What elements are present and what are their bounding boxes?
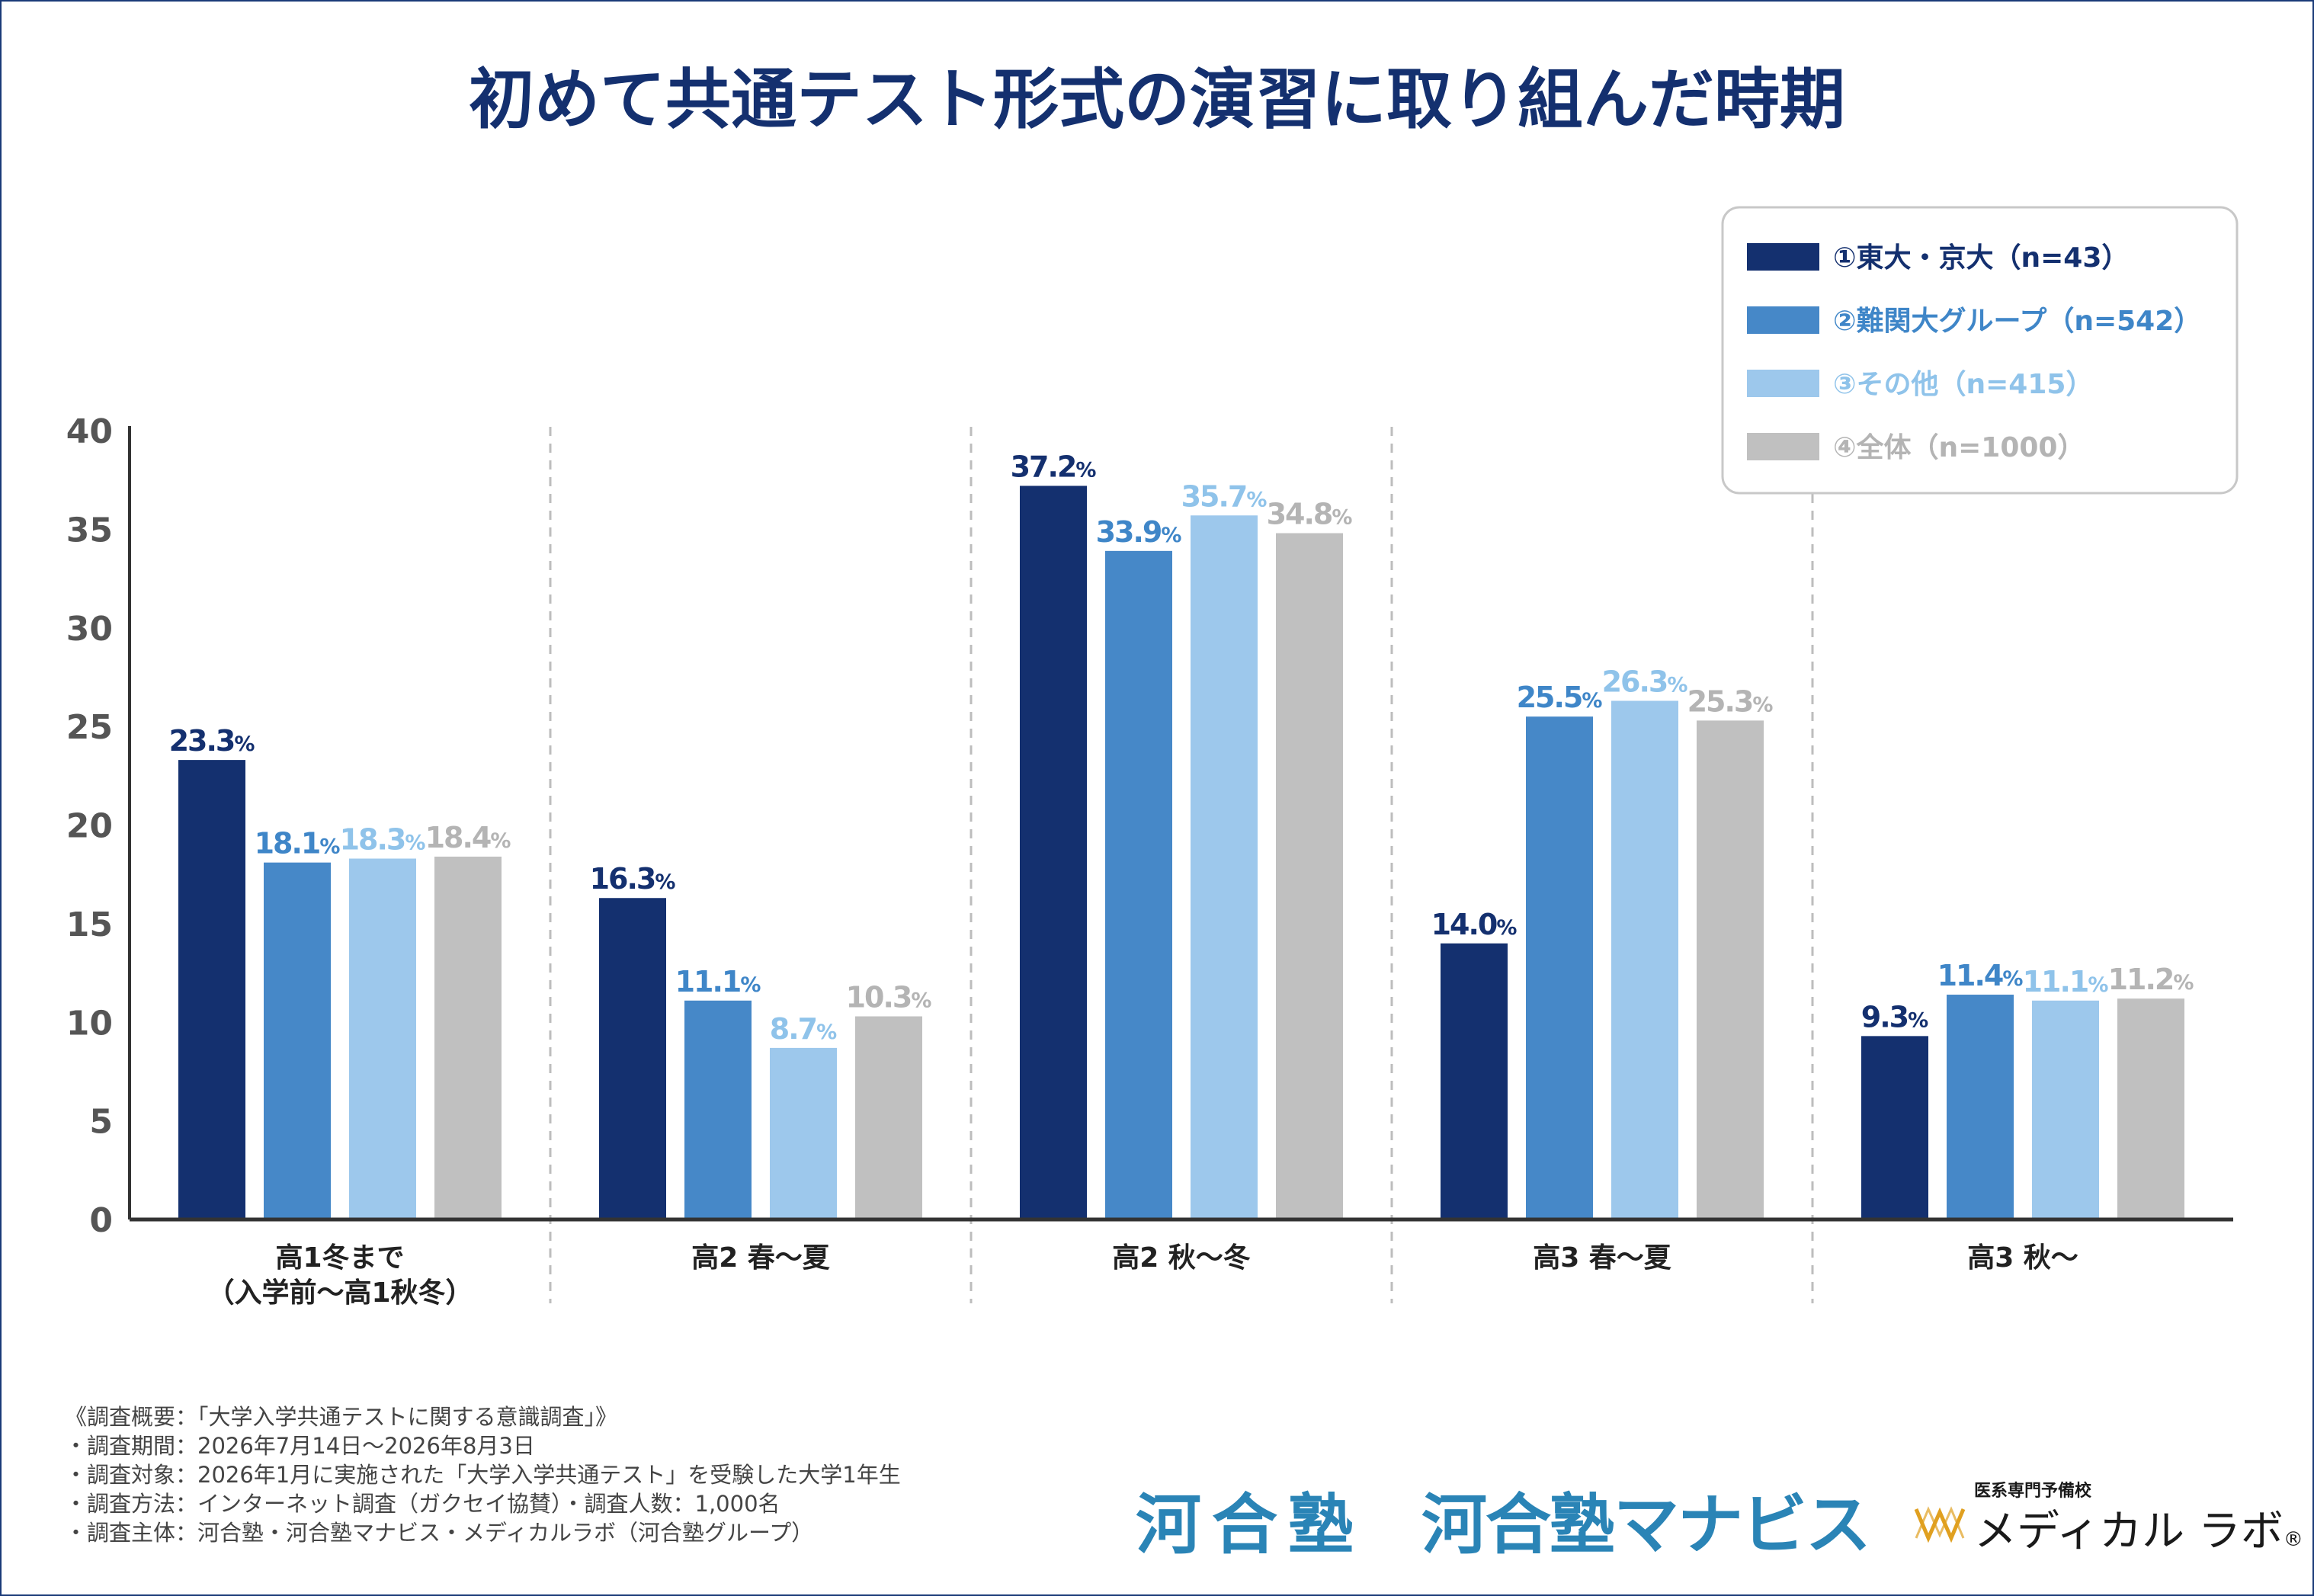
bar-value-label: 10.3% <box>846 980 932 1014</box>
bar-value-label: 35.7% <box>1181 479 1268 513</box>
survey-note-organizer: ・調査主体：河合塾・河合塾マナビス・メディカルラボ（河合塾グループ） <box>65 1520 814 1546</box>
bar <box>1697 720 1764 1219</box>
bar <box>1441 943 1508 1219</box>
registered-mark: ® <box>2283 1528 2303 1551</box>
bar <box>599 898 666 1219</box>
bar <box>349 858 416 1219</box>
x-axis: 高1冬まで（入学前〜高1秋冬） 高2 春〜夏 高2 秋〜冬 高3 春〜夏 高3 秋〜 <box>130 1217 2233 1309</box>
bar-value-label: 23.3% <box>169 724 255 758</box>
x-category-label: 高3 春〜夏 <box>1533 1242 1672 1274</box>
bar <box>1105 550 1172 1219</box>
legend-swatch <box>1747 243 1819 271</box>
bar-value-label: 34.8% <box>1267 498 1353 531</box>
legend-entry: ①東大・京大（n=43） <box>1833 242 2129 274</box>
bar-value-label: 18.3% <box>340 822 426 856</box>
medical-labo-subtitle: 医系専門予備校 <box>1974 1482 2092 1501</box>
medical-labo-mark-icon <box>1914 1506 1966 1543</box>
bar-value-label: 16.3% <box>590 862 676 896</box>
kawaijuku-logo: 河合塾 <box>1136 1487 1364 1563</box>
bar <box>1611 700 1678 1219</box>
survey-note-period: ・調査期間：2026年7月14日〜2026年8月3日 <box>65 1433 535 1459</box>
y-tick-label: 30 <box>66 610 113 649</box>
bar <box>2117 998 2184 1219</box>
bar-value-label: 14.0% <box>1431 908 1518 941</box>
y-tick-label: 5 <box>89 1103 113 1142</box>
legend-swatch <box>1747 306 1819 334</box>
bar <box>1526 716 1593 1219</box>
bar-value-label: 9.3% <box>1861 1000 1928 1034</box>
medical-labo-name-text: メディカル ラボ <box>1974 1507 2284 1556</box>
bar <box>1947 995 2014 1219</box>
bar <box>770 1047 837 1219</box>
legend-box <box>1721 206 2239 495</box>
x-category-label: （入学前〜高1秋冬） <box>207 1277 473 1309</box>
bar-value-label: 11.1% <box>2023 965 2109 998</box>
category-separators <box>549 427 1814 1303</box>
medical-labo-logo: 医系専門予備校 メディカル ラボ® <box>1913 1477 2303 1561</box>
bar-value-label: 8.7% <box>770 1012 837 1046</box>
x-category-label: 高2 秋〜冬 <box>1112 1242 1251 1274</box>
y-tick-label: 40 <box>66 412 113 451</box>
y-tick-label: 25 <box>66 708 113 747</box>
value-labels: 23.3% 18.1% 18.3% 18.4% 16.3% 11.1% 8.7% 10.3% 3… <box>169 450 2194 1045</box>
bar-value-label: 11.4% <box>1937 959 2024 992</box>
survey-note-method: ・調査方法：インターネット調査（ガクセイ協賛）・調査人数：1,000名 <box>65 1491 780 1517</box>
y-tick-label: 0 <box>89 1201 113 1240</box>
legend: ①東大・京大（n=43） ②難関大グループ（n=542） ③その他（n=415） ④全… <box>1721 206 2239 495</box>
bar <box>434 856 502 1219</box>
bar-value-label: 18.4% <box>425 821 511 854</box>
legend-entry: ④全体（n=1000） <box>1833 431 2085 463</box>
bar <box>178 760 245 1219</box>
bar-value-label: 18.1% <box>255 827 341 860</box>
survey-note-header: 《調査概要：「大学入学共通テストに関する意識調査」》 <box>65 1404 618 1430</box>
bar <box>1276 533 1343 1219</box>
legend-entry: ②難関大グループ（n=542） <box>1833 306 2201 337</box>
bars <box>178 486 2184 1219</box>
bar <box>1020 486 1087 1219</box>
bar <box>1861 1036 1928 1219</box>
bar-value-label: 11.2% <box>2108 963 2194 996</box>
bar-value-label: 11.1% <box>675 965 761 998</box>
y-tick-label: 35 <box>66 511 113 550</box>
bar-value-label: 26.3% <box>1602 665 1688 698</box>
bar <box>1191 515 1258 1219</box>
legend-swatch <box>1747 433 1819 460</box>
bar-value-label: 25.3% <box>1687 684 1774 718</box>
bar <box>684 1000 752 1219</box>
chart-title: 初めて共通テスト形式の演習に取り組んだ時期 <box>469 62 1845 138</box>
x-category-label: 高2 春〜夏 <box>691 1242 831 1274</box>
y-tick-label: 15 <box>66 905 113 944</box>
bar <box>264 862 331 1219</box>
x-category-label: 高1冬まで <box>275 1242 404 1274</box>
y-tick-label: 10 <box>66 1004 113 1043</box>
bar-value-label: 33.9% <box>1096 515 1182 549</box>
x-category-label: 高3 秋〜 <box>1967 1242 2078 1274</box>
bar-value-label: 25.5% <box>1517 681 1603 714</box>
y-axis: 0 5 10 15 20 25 30 35 40 <box>66 412 131 1240</box>
y-tick-label: 20 <box>66 807 113 846</box>
bar-chart: 初めて共通テスト形式の演習に取り組んだ時期 0 5 10 15 20 25 30 35 40 2… <box>66 62 2239 1309</box>
bar <box>855 1016 922 1219</box>
survey-notes: 《調査概要：「大学入学共通テストに関する意識調査」》 ・調査期間：2026年7月… <box>65 1402 1132 1547</box>
sponsor-logos: 河合塾 河合塾マナビス 医系専門予備校 メディカル ラボ® <box>1128 1471 2303 1563</box>
legend-entry: ③その他（n=415） <box>1833 369 2093 400</box>
medical-labo-name: メディカル ラボ® <box>1974 1497 2303 1559</box>
legend-swatch <box>1747 370 1819 397</box>
kawaijuku-manabis-logo: 河合塾マナビス <box>1421 1487 1871 1563</box>
bar-value-label: 37.2% <box>1011 450 1097 483</box>
survey-note-target: ・調査対象：2026年1月に実施された「大学入学共通テスト」を受験した大学1年生 <box>65 1462 901 1488</box>
bar <box>2032 1000 2099 1219</box>
